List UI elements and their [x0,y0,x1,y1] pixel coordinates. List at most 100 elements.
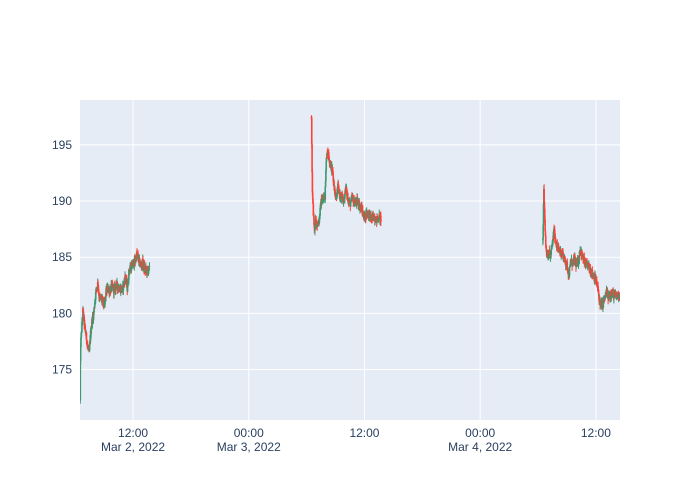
candle-body [543,189,545,202]
candle-body [543,201,546,210]
candle-body [353,197,355,206]
candle-body [148,266,151,267]
y-tick-label: 180 [52,306,72,320]
candle-body [317,222,319,226]
candle-body [81,322,83,333]
candle-body [97,281,99,287]
candle-body [544,219,546,232]
candle-body [310,118,313,145]
candle-body [334,187,336,191]
candle-body [93,303,96,308]
candle-body [318,216,321,223]
candle-body [315,219,318,221]
y-tick-label: 195 [52,138,72,152]
candle-body [126,287,129,292]
candle-body [324,187,327,200]
candle-body [80,347,82,362]
candle-body [325,157,328,162]
candle-body [610,293,612,297]
candle-body [312,198,314,204]
candle-body [116,281,119,287]
candle-body [568,267,571,276]
plot-background [80,100,620,420]
candle-body [327,151,330,157]
candle-body [567,269,569,273]
candle-body [604,294,607,299]
candle-body [566,262,569,270]
candle-body [131,265,134,267]
x-tick-date-label: Mar 4, 2022 [448,440,512,454]
y-tick-label: 190 [52,194,72,208]
candle-body [320,202,323,206]
candle-body [111,283,113,290]
candle-body [544,231,547,237]
candle-body [542,203,545,225]
candle-body [312,203,315,216]
candle-body [556,244,559,249]
candle-body [83,316,85,326]
candle-body [89,330,92,341]
candle-body [80,337,82,348]
candle-body [349,202,352,207]
x-tick-time-label: 12:00 [349,426,379,440]
candle-body [325,170,327,182]
candle-body [146,267,148,274]
candle-body [127,279,129,288]
candle-body [550,247,553,250]
candle-body [588,263,590,269]
candle-body [334,190,337,197]
candle-body [338,188,340,194]
candle-body [118,286,120,292]
candle-body [337,184,340,187]
candle-body [597,293,600,296]
candle-body [354,202,357,205]
candle-body [554,240,557,242]
candle-body [340,196,343,199]
y-tick-label: 175 [52,362,72,376]
candle-body [93,307,95,313]
candle-body [84,323,86,325]
candle-body [336,189,338,197]
candle-body [543,209,546,220]
candle-body [325,161,328,171]
x-tick-date-label: Mar 2, 2022 [101,440,165,454]
x-tick-time-label: 12:00 [581,426,611,440]
candle-body [90,329,93,334]
candle-body [569,266,571,268]
candle-body [321,199,323,203]
candles [80,115,620,405]
candle-body [311,192,314,199]
candle-body [619,292,620,298]
candle-body [118,290,121,292]
candle-body [130,264,133,271]
candle-body [564,257,566,261]
y-tick-label: 185 [52,250,72,264]
candle-body [586,262,589,265]
candle-body [598,297,601,301]
candle-body [107,286,109,291]
candle-body [613,293,615,300]
candle-body [581,251,583,257]
candle-body [544,236,547,245]
x-tick-date-label: Mar 3, 2022 [217,440,281,454]
candle-body [319,208,321,216]
candle-body [380,216,382,222]
candle-body [80,361,82,400]
candle-body [311,172,314,193]
candle-body [128,269,130,280]
candle-body [560,249,562,257]
candle-body [602,299,605,304]
candle-body [548,249,551,253]
candle-body [545,248,548,252]
candle-body [88,344,91,351]
candle-body [313,215,315,226]
candle-body [336,196,338,199]
candle-body [542,224,544,239]
x-tick-time-label: 00:00 [465,426,495,440]
candle-body [85,332,88,340]
candle-body [595,279,598,282]
candle-body [94,292,97,300]
x-tick-time-label: 12:00 [118,426,148,440]
